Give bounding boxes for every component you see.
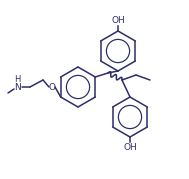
Text: OH: OH	[111, 16, 125, 25]
Text: N: N	[14, 83, 20, 91]
Text: H: H	[14, 75, 20, 84]
Text: O: O	[49, 83, 56, 91]
Text: OH: OH	[123, 143, 137, 152]
